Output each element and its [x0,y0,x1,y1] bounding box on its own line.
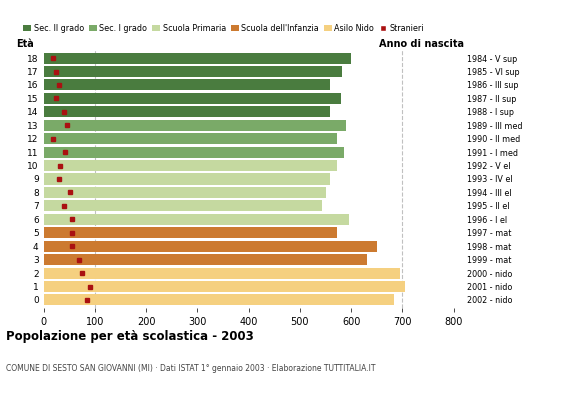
Bar [44,200,322,211]
Bar [44,120,346,131]
Bar [44,160,337,171]
Legend: Sec. II grado, Sec. I grado, Scuola Primaria, Scuola dell'Infanzia, Asilo Nido, : Sec. II grado, Sec. I grado, Scuola Prim… [20,20,427,36]
Bar [44,241,378,252]
Bar [44,93,341,104]
Bar [44,147,344,158]
Bar [44,294,394,306]
Text: COMUNE DI SESTO SAN GIOVANNI (MI) · Dati ISTAT 1° gennaio 2003 · Elaborazione TU: COMUNE DI SESTO SAN GIOVANNI (MI) · Dati… [6,364,375,373]
Text: Età: Età [16,39,34,49]
Bar [44,66,342,77]
Bar [44,106,329,117]
Bar [44,133,338,144]
Bar [44,187,325,198]
Bar [44,214,349,225]
Text: Popolazione per età scolastica - 2003: Popolazione per età scolastica - 2003 [6,330,253,343]
Bar [44,268,400,278]
Bar [44,52,351,64]
Bar [44,80,329,90]
Bar [44,227,337,238]
Text: Anno di nascita: Anno di nascita [379,39,464,49]
Bar [44,281,405,292]
Bar [44,174,329,184]
Bar [44,254,367,265]
